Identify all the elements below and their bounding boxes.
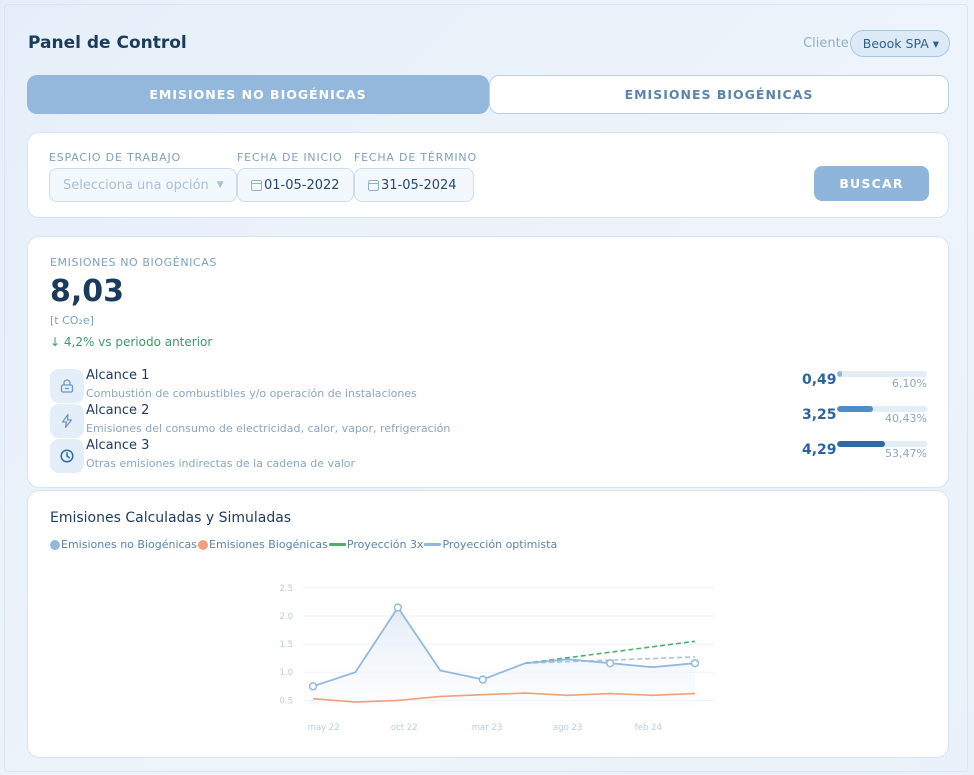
emission-tabs: EMISIONES NO BIOGÉNICAS EMISIONES BIOGÉN… — [27, 75, 949, 114]
chart-legend: Emisiones no Biogénicas Emisiones Biogén… — [50, 538, 558, 551]
y-tick-label: 1.0 — [279, 668, 293, 678]
search-button[interactable]: BUSCAR — [814, 166, 929, 201]
page-header: Panel de Control Cliente Beook SPA ▾ — [28, 30, 950, 60]
workspace-label: ESPACIO DE TRABAJO — [49, 151, 182, 164]
legend-label: Emisiones no Biogénicas — [61, 538, 198, 551]
bolt-icon — [50, 404, 84, 438]
clock-icon — [50, 439, 84, 473]
scope-percent: 6,10% — [892, 377, 927, 390]
scope-percent: 53,47% — [885, 447, 927, 460]
end-date-label: FECHA DE TÉRMINO — [354, 151, 477, 164]
y-tick-label: 0.5 — [279, 696, 293, 706]
chart-card: Emisiones Calculadas y Simuladas Emision… — [27, 490, 949, 758]
page-title: Panel de Control — [28, 33, 187, 53]
y-tick-label: 2.0 — [279, 612, 293, 622]
chart-title: Emisiones Calculadas y Simuladas — [50, 510, 292, 526]
series-area-non-biogenic — [313, 607, 695, 706]
calendar-icon — [251, 179, 262, 191]
scope-progress-fill — [837, 441, 886, 447]
client-label: Cliente — [803, 36, 849, 51]
summary-card: EMISIONES NO BIOGÉNICAS 8,03 [t CO₂e] ↓ … — [27, 236, 949, 488]
scope-name: Alcance 1 — [86, 368, 150, 383]
scope-progress-fill — [837, 371, 843, 377]
start-date-label: FECHA DE INICIO — [237, 151, 343, 164]
legend-swatch — [198, 539, 209, 550]
data-point-marker — [393, 603, 403, 612]
data-point-marker — [690, 659, 700, 668]
end-date-value: 31-05-2024 — [381, 177, 457, 193]
data-point-marker — [605, 659, 615, 668]
app-frame — [4, 4, 968, 772]
scope-value: 0,49 — [802, 372, 837, 388]
workspace-placeholder: Selecciona una opción — [63, 177, 209, 193]
scope-progress-fill — [837, 406, 874, 412]
tab-no-biogenic[interactable]: EMISIONES NO BIOGÉNICAS — [27, 75, 489, 114]
scope-progress-track — [837, 371, 927, 377]
data-point-marker — [308, 682, 318, 691]
scope-row: Alcance 2 Emisiones del consumo de elect… — [50, 403, 930, 438]
client-dropdown-button[interactable]: Beook SPA ▾ — [849, 30, 950, 57]
legend-label: Emisiones Biogénicas — [209, 538, 328, 551]
legend-item[interactable]: Proyección optimista — [424, 538, 557, 551]
series-line-projection-3x — [525, 640, 696, 664]
scope-description: Otras emisiones indirectas de la cadena … — [86, 457, 356, 470]
legend-item[interactable]: Proyección 3x — [328, 538, 424, 551]
workspace-select[interactable]: Selecciona una opción ▼ — [49, 168, 237, 202]
start-date-value: 01-05-2022 — [264, 177, 340, 193]
emissions-line-chart: 0.5 1.0 1.5 2.0 2.5 may 22 oct 22 mar 23 ago 23 f… — [279, 584, 715, 733]
summary-label: EMISIONES NO BIOGÉNICAS — [50, 256, 217, 269]
legend-label: Proyección 3x — [346, 538, 424, 551]
legend-swatch — [424, 543, 442, 546]
x-tick-label: oct 22 — [391, 723, 418, 733]
x-tick-label: feb 24 — [635, 723, 662, 733]
scope-name: Alcance 3 — [86, 438, 150, 453]
start-date-field[interactable]: 01-05-2022 — [237, 168, 354, 202]
client-selector: Cliente Beook SPA ▾ — [803, 30, 950, 57]
trend-indicator: ↓ 4,2% vs periodo anterior — [50, 335, 213, 349]
series-line-non-biogenic — [312, 605, 696, 688]
data-point-marker — [478, 675, 487, 684]
x-tick-label: may 22 — [308, 723, 340, 733]
lock-icon — [50, 369, 84, 403]
legend-swatch — [50, 539, 60, 550]
chevron-down-icon: ▼ — [216, 180, 224, 190]
scope-progress-track — [837, 441, 927, 447]
scope-percent: 40,43% — [885, 412, 927, 425]
legend-item[interactable]: Emisiones no Biogénicas — [50, 538, 197, 551]
scope-description: Emisiones del consumo de electricidad, c… — [86, 422, 451, 435]
scope-value: 4,29 — [802, 442, 837, 458]
scope-row: Alcance 3 Otras emisiones indirectas de … — [50, 438, 930, 473]
scope-description: Combustión de combustibles y/o operación… — [86, 387, 417, 400]
total-emissions-value: 8,03 — [50, 274, 125, 309]
legend-item[interactable]: Emisiones Biogénicas — [198, 538, 328, 551]
legend-label: Proyección optimista — [442, 538, 558, 551]
filters-card: ESPACIO DE TRABAJO FECHA DE INICIO FECHA… — [27, 132, 949, 218]
legend-swatch — [328, 543, 346, 546]
scope-row: Alcance 1 Combustión de combustibles y/o… — [50, 368, 930, 403]
calendar-icon — [368, 179, 379, 191]
x-tick-label: mar 23 — [472, 723, 503, 733]
scope-value: 3,25 — [802, 407, 837, 423]
emissions-unit: [t CO₂e] — [50, 314, 94, 327]
y-tick-label: 2.5 — [279, 584, 293, 594]
tab-biogenic[interactable]: EMISIONES BIOGÉNICAS — [489, 75, 949, 114]
end-date-field[interactable]: 31-05-2024 — [354, 168, 474, 202]
scope-name: Alcance 2 — [86, 403, 150, 418]
scope-progress-track — [837, 406, 927, 412]
x-tick-label: ago 23 — [553, 723, 582, 733]
y-tick-label: 1.5 — [279, 640, 293, 650]
series-line-biogenic — [312, 692, 696, 703]
